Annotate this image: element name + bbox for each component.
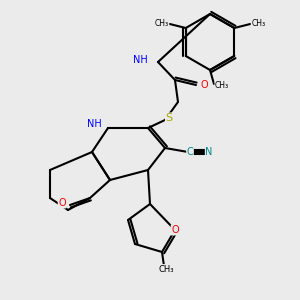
- Text: O: O: [171, 225, 179, 235]
- Text: C: C: [187, 147, 194, 157]
- Text: CH₃: CH₃: [215, 82, 229, 91]
- Text: O: O: [58, 198, 66, 208]
- Text: CH₃: CH₃: [158, 265, 174, 274]
- Text: CH₃: CH₃: [155, 20, 169, 28]
- Text: S: S: [165, 113, 172, 123]
- Text: CH₃: CH₃: [251, 20, 265, 28]
- Text: NH: NH: [133, 55, 148, 65]
- Text: O: O: [200, 80, 208, 90]
- Text: N: N: [205, 147, 213, 157]
- Text: NH: NH: [87, 119, 102, 129]
